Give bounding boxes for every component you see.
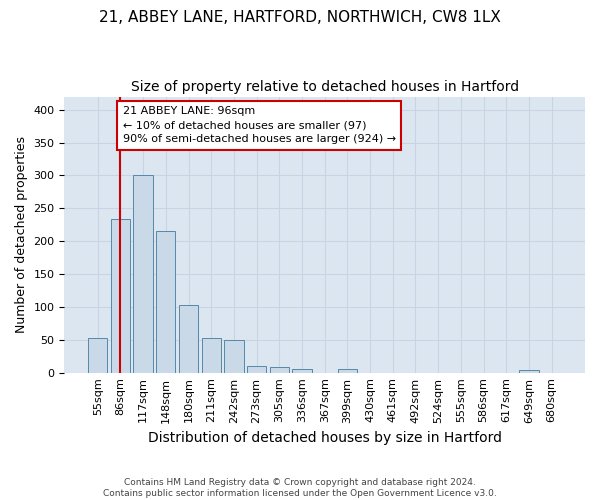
X-axis label: Distribution of detached houses by size in Hartford: Distribution of detached houses by size … bbox=[148, 431, 502, 445]
Y-axis label: Number of detached properties: Number of detached properties bbox=[15, 136, 28, 333]
Title: Size of property relative to detached houses in Hartford: Size of property relative to detached ho… bbox=[131, 80, 519, 94]
Bar bbox=[520, 370, 539, 372]
Bar bbox=[179, 305, 198, 372]
Text: 21 ABBEY LANE: 96sqm
← 10% of detached houses are smaller (97)
90% of semi-detac: 21 ABBEY LANE: 96sqm ← 10% of detached h… bbox=[122, 106, 396, 144]
Text: 21, ABBEY LANE, HARTFORD, NORTHWICH, CW8 1LX: 21, ABBEY LANE, HARTFORD, NORTHWICH, CW8… bbox=[99, 10, 501, 25]
Text: Contains HM Land Registry data © Crown copyright and database right 2024.
Contai: Contains HM Land Registry data © Crown c… bbox=[103, 478, 497, 498]
Bar bbox=[338, 370, 357, 372]
Bar bbox=[202, 338, 221, 372]
Bar bbox=[133, 176, 153, 372]
Bar bbox=[224, 340, 244, 372]
Bar bbox=[269, 367, 289, 372]
Bar bbox=[156, 232, 175, 372]
Bar bbox=[111, 220, 130, 372]
Bar bbox=[292, 368, 311, 372]
Bar bbox=[247, 366, 266, 372]
Bar bbox=[88, 338, 107, 372]
